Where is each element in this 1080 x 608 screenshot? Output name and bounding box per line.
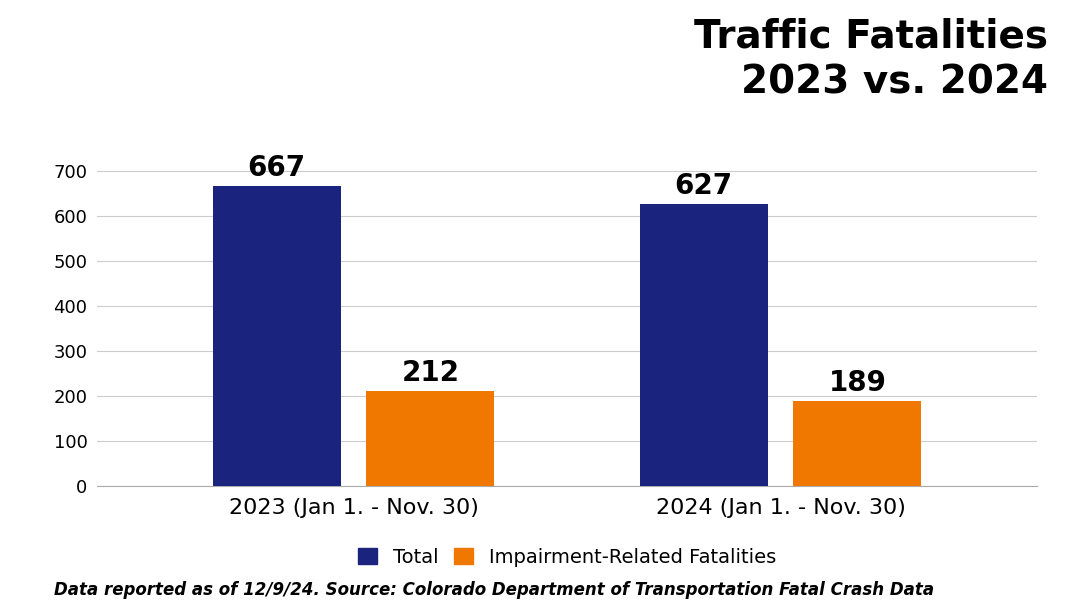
Text: Traffic Fatalities
2023 vs. 2024: Traffic Fatalities 2023 vs. 2024 [693,18,1048,101]
Text: Data reported as of 12/9/24. Source: Colorado Department of Transportation Fatal: Data reported as of 12/9/24. Source: Col… [54,581,934,599]
Bar [366,391,495,486]
Bar [213,186,340,486]
Text: 667: 667 [247,154,306,182]
Legend: Total, Impairment-Related Fatalities: Total, Impairment-Related Fatalities [350,540,784,575]
Text: 212: 212 [402,359,459,387]
Bar [794,401,921,486]
Text: 189: 189 [828,369,887,397]
Bar [639,204,768,486]
Text: 627: 627 [675,172,732,200]
